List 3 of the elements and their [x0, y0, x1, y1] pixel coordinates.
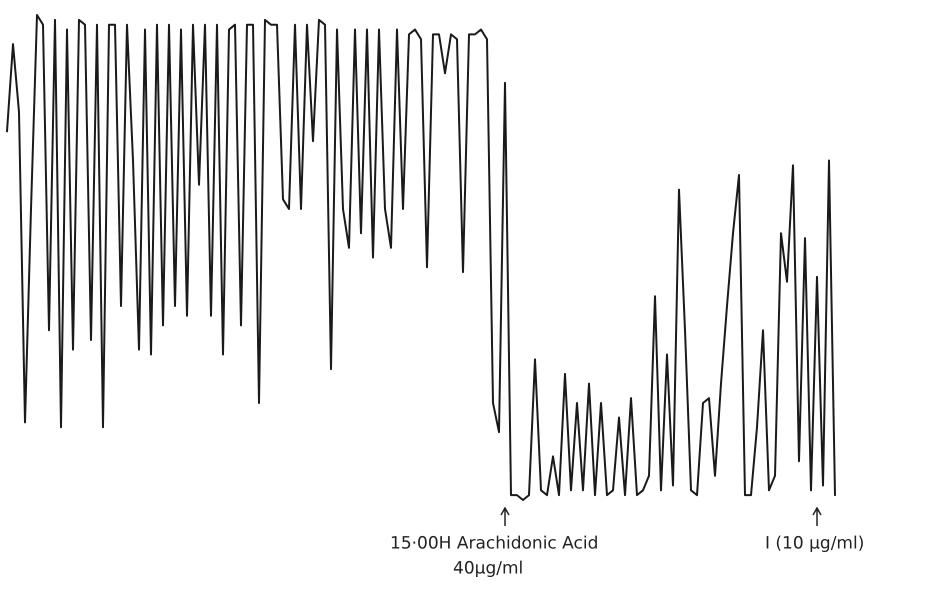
text: 40µg/ml [453, 558, 524, 578]
text: 15·00H Arachidonic Acid [390, 534, 598, 554]
text: I (10 µg/ml) [765, 534, 864, 554]
